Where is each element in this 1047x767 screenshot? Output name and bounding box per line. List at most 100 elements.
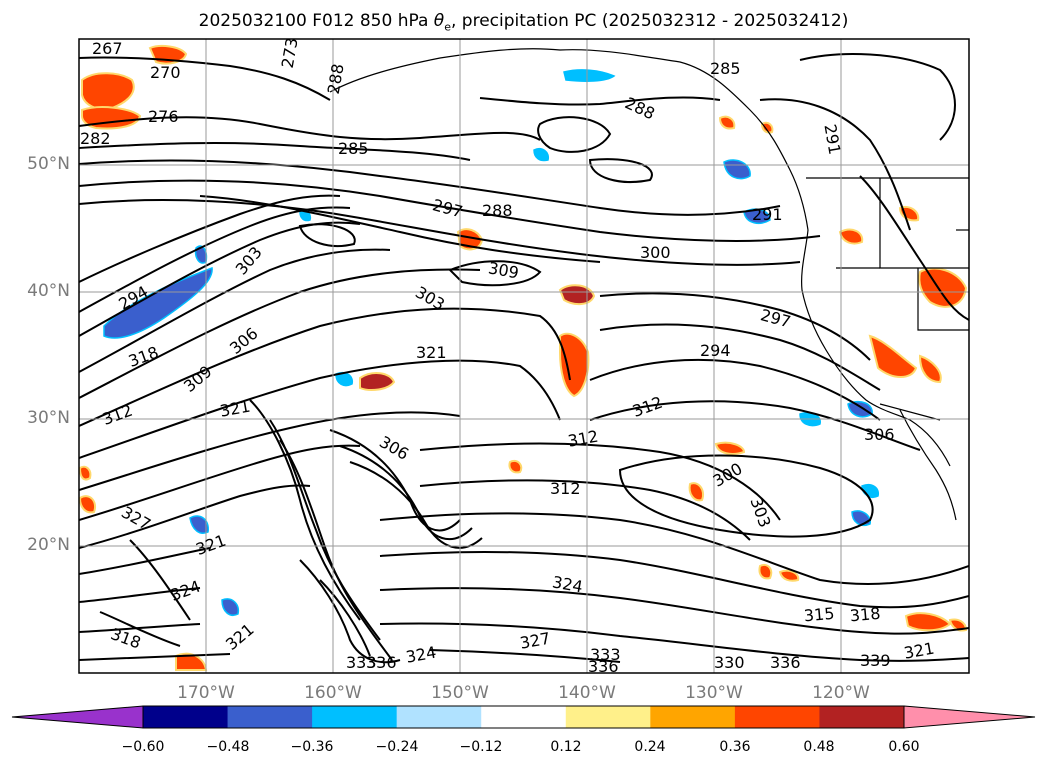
mexico-border <box>879 403 941 421</box>
contour-line <box>79 444 361 521</box>
lon-label-170w: 170°W <box>177 683 235 703</box>
contour-line <box>79 56 331 101</box>
precip-blob <box>760 121 774 134</box>
precip-blob <box>918 354 942 384</box>
contour-label: 324 <box>404 643 437 667</box>
contour-line <box>298 223 356 247</box>
contour-label: 321 <box>902 639 935 663</box>
colorbar-segment <box>650 706 736 728</box>
contour-label: 306 <box>864 425 895 444</box>
precip-blob <box>359 372 396 391</box>
contour-label: 273 <box>278 36 302 69</box>
colorbar-tick: −0.60 <box>121 739 165 755</box>
chart-title: 2025032100 F012 850 hPa θe, precipitatio… <box>198 11 849 34</box>
contour-label: 267 <box>92 39 123 58</box>
contour-label: 303 <box>232 243 266 279</box>
precip-blob <box>868 334 918 378</box>
contour-label: 285 <box>338 139 369 158</box>
precip-blob <box>918 267 968 308</box>
contour-line <box>419 479 751 541</box>
precip-blob <box>221 598 240 616</box>
precip-blob <box>778 569 800 582</box>
precip-blob <box>103 266 213 339</box>
contour-line <box>379 512 969 586</box>
precip-blob <box>189 515 209 534</box>
precip-blob <box>79 465 92 481</box>
contour-line <box>79 159 781 216</box>
precip-blob <box>559 332 590 398</box>
lat-label-40: 40°N <box>27 281 70 301</box>
contour-label: 288 <box>324 62 348 95</box>
contour-line <box>249 399 361 621</box>
contour-labels-extra: 324 <box>551 572 584 596</box>
colorbar-tick: −0.48 <box>206 739 250 755</box>
contour-line <box>79 221 361 337</box>
colorbar-segment <box>481 706 567 728</box>
contour-line <box>799 53 956 141</box>
lat-label-20: 20°N <box>27 535 70 555</box>
contour-line <box>79 484 311 549</box>
colorbar-frame <box>142 705 905 729</box>
lon-label-120w: 120°W <box>812 683 870 703</box>
precip-blob <box>851 510 871 526</box>
precip-blob <box>723 159 751 180</box>
colorbar-segment <box>819 706 905 728</box>
contour-line <box>589 400 921 451</box>
contour-line <box>199 195 601 263</box>
contour-label: 321 <box>416 343 447 362</box>
contour-line <box>588 158 653 183</box>
contour-line <box>79 179 821 242</box>
contour-label: 300 <box>640 243 671 262</box>
lon-label-160w: 160°W <box>304 683 362 703</box>
colorbar-tick: −0.12 <box>459 739 503 755</box>
contour-line <box>599 323 881 391</box>
colorbar-tick: −0.36 <box>290 739 334 755</box>
contour-line <box>279 439 393 661</box>
theta-e-contours <box>79 53 969 664</box>
contour-label: 321 <box>222 620 258 654</box>
colorbar-segment <box>565 706 651 728</box>
contour-label: 324 <box>551 572 584 596</box>
contour-label: 336 <box>770 653 801 672</box>
contour-label: 330 <box>714 653 745 672</box>
contour-line <box>429 649 621 663</box>
colorbar-tick: 0.24 <box>634 739 666 755</box>
contour-label: 318 <box>849 604 881 626</box>
colorbar-segment <box>143 706 229 728</box>
contour-label: 288 <box>622 93 658 123</box>
contour-line <box>339 445 473 541</box>
contour-label: 327 <box>518 629 551 653</box>
contour-line <box>448 260 542 287</box>
contour-line <box>79 206 351 313</box>
precip-blob <box>838 228 864 245</box>
contour-label: 324 <box>168 577 203 605</box>
precip-blob <box>558 284 596 306</box>
colorbar-segment <box>734 706 820 728</box>
precip-blob <box>758 564 773 580</box>
precip-blob <box>508 460 523 474</box>
precip-blob <box>948 618 968 632</box>
contour-label: 312 <box>566 427 599 451</box>
contour-line <box>79 653 231 661</box>
contour-label: 339 <box>860 651 891 670</box>
contour-line <box>859 175 969 321</box>
contour-label: 282 <box>80 129 111 148</box>
precip-blob <box>898 206 920 222</box>
lon-label-130w: 130°W <box>685 683 743 703</box>
contour-label: 336 <box>366 653 397 672</box>
contour-line <box>79 411 461 491</box>
colorbar-tick: 0.48 <box>803 739 835 755</box>
colorbar-segment <box>227 706 313 728</box>
contour-line <box>379 587 969 635</box>
precip-blob <box>688 482 704 502</box>
contour-label: 288 <box>482 201 513 220</box>
precip-blob <box>714 441 746 455</box>
colorbar-tick: 0.60 <box>888 739 920 755</box>
contour-label: 291 <box>752 205 783 224</box>
contour-label: 312 <box>550 479 581 498</box>
lon-label-150w: 150°W <box>431 683 489 703</box>
us-west-coast <box>801 229 951 467</box>
contour-line <box>269 419 381 641</box>
contour-label: 309 <box>487 258 520 282</box>
